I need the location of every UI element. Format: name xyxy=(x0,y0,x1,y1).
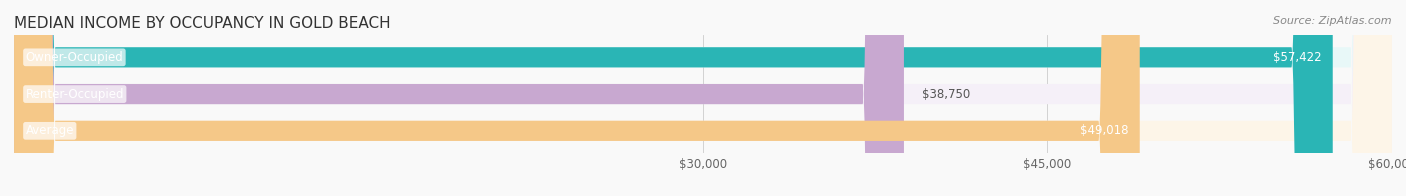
FancyBboxPatch shape xyxy=(14,0,1392,196)
Text: MEDIAN INCOME BY OCCUPANCY IN GOLD BEACH: MEDIAN INCOME BY OCCUPANCY IN GOLD BEACH xyxy=(14,16,391,31)
FancyBboxPatch shape xyxy=(14,0,1333,196)
FancyBboxPatch shape xyxy=(14,0,1392,196)
Text: $57,422: $57,422 xyxy=(1272,51,1322,64)
Text: Source: ZipAtlas.com: Source: ZipAtlas.com xyxy=(1274,16,1392,26)
Text: Owner-Occupied: Owner-Occupied xyxy=(25,51,124,64)
Text: $49,018: $49,018 xyxy=(1080,124,1128,137)
FancyBboxPatch shape xyxy=(14,0,1392,196)
Text: $38,750: $38,750 xyxy=(922,88,970,101)
FancyBboxPatch shape xyxy=(14,0,1140,196)
FancyBboxPatch shape xyxy=(14,0,904,196)
Text: Renter-Occupied: Renter-Occupied xyxy=(25,88,124,101)
Text: Average: Average xyxy=(25,124,75,137)
